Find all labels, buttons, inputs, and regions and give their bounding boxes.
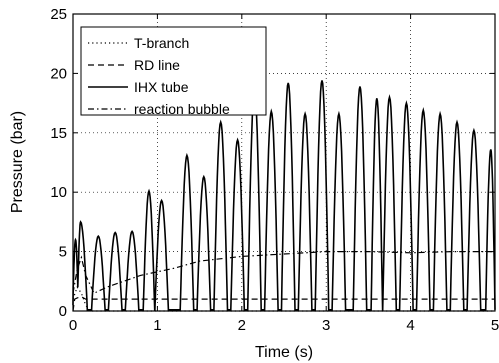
axis-ticks: 0 1 2 3 4 5 0 5 10 15 20 25 [50,6,499,334]
series-layer [72,80,496,312]
legend-label: IHX tube [134,79,189,95]
y-tick-label: 10 [50,184,67,201]
x-tick-label: 2 [238,317,246,334]
legend-label: RD line [134,57,180,73]
plot-frame [72,13,496,312]
legend-label: reaction bubble [134,101,230,117]
legend: T-branch RD line IHX tube reaction bubble [80,26,267,117]
legend-label: T-branch [134,35,189,51]
y-tick-label: 5 [59,244,67,261]
series-line-reaction-bubble [72,251,495,294]
y-tick-label: 20 [50,65,67,82]
series-line-ihx-tube [72,80,496,311]
series-line-rd-line [72,296,495,312]
x-tick-label: 4 [406,317,414,334]
y-axis-label: Pressure (bar) [9,111,26,213]
x-axis-label: Time (s) [255,344,313,361]
x-tick-label: 3 [322,317,330,334]
x-tick-label: 1 [153,317,161,334]
y-tick-label: 15 [50,125,67,142]
y-tick-label: 0 [59,303,67,320]
y-tick-label: 25 [50,6,67,23]
x-tick-label: 5 [491,317,499,334]
legend-box [80,26,267,116]
x-tick-label: 0 [69,317,77,334]
